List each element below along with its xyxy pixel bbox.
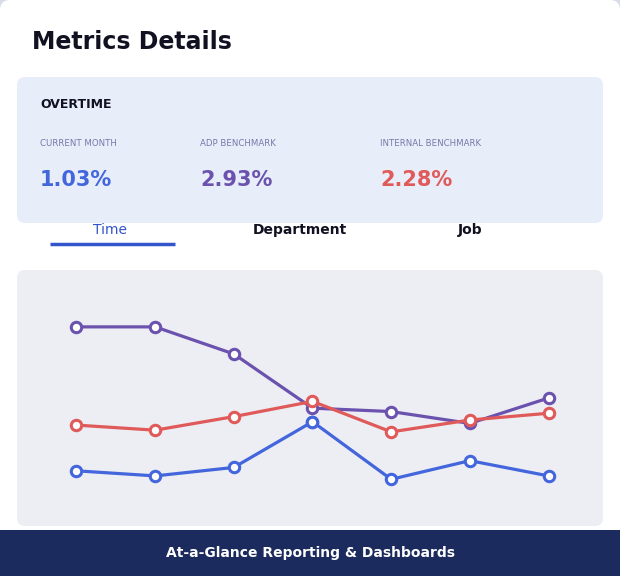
Text: 1.03%: 1.03%: [40, 170, 112, 190]
Text: 2.93%: 2.93%: [200, 170, 272, 190]
Text: INTERNAL BENCHMARK: INTERNAL BENCHMARK: [380, 138, 481, 147]
Text: Time: Time: [93, 223, 127, 237]
Text: OVERTIME: OVERTIME: [40, 98, 112, 112]
Text: CURRENT MONTH: CURRENT MONTH: [40, 138, 117, 147]
FancyBboxPatch shape: [0, 0, 620, 540]
Text: ADP BENCHMARK: ADP BENCHMARK: [200, 138, 276, 147]
Text: 2.28%: 2.28%: [380, 170, 452, 190]
Text: Department: Department: [253, 223, 347, 237]
FancyBboxPatch shape: [17, 77, 603, 223]
FancyBboxPatch shape: [17, 270, 603, 526]
Bar: [0, 530, 620, 576]
Text: At-a-Glance Reporting & Dashboards: At-a-Glance Reporting & Dashboards: [166, 546, 454, 560]
Text: Metrics Details: Metrics Details: [32, 30, 232, 54]
Text: Job: Job: [458, 223, 482, 237]
